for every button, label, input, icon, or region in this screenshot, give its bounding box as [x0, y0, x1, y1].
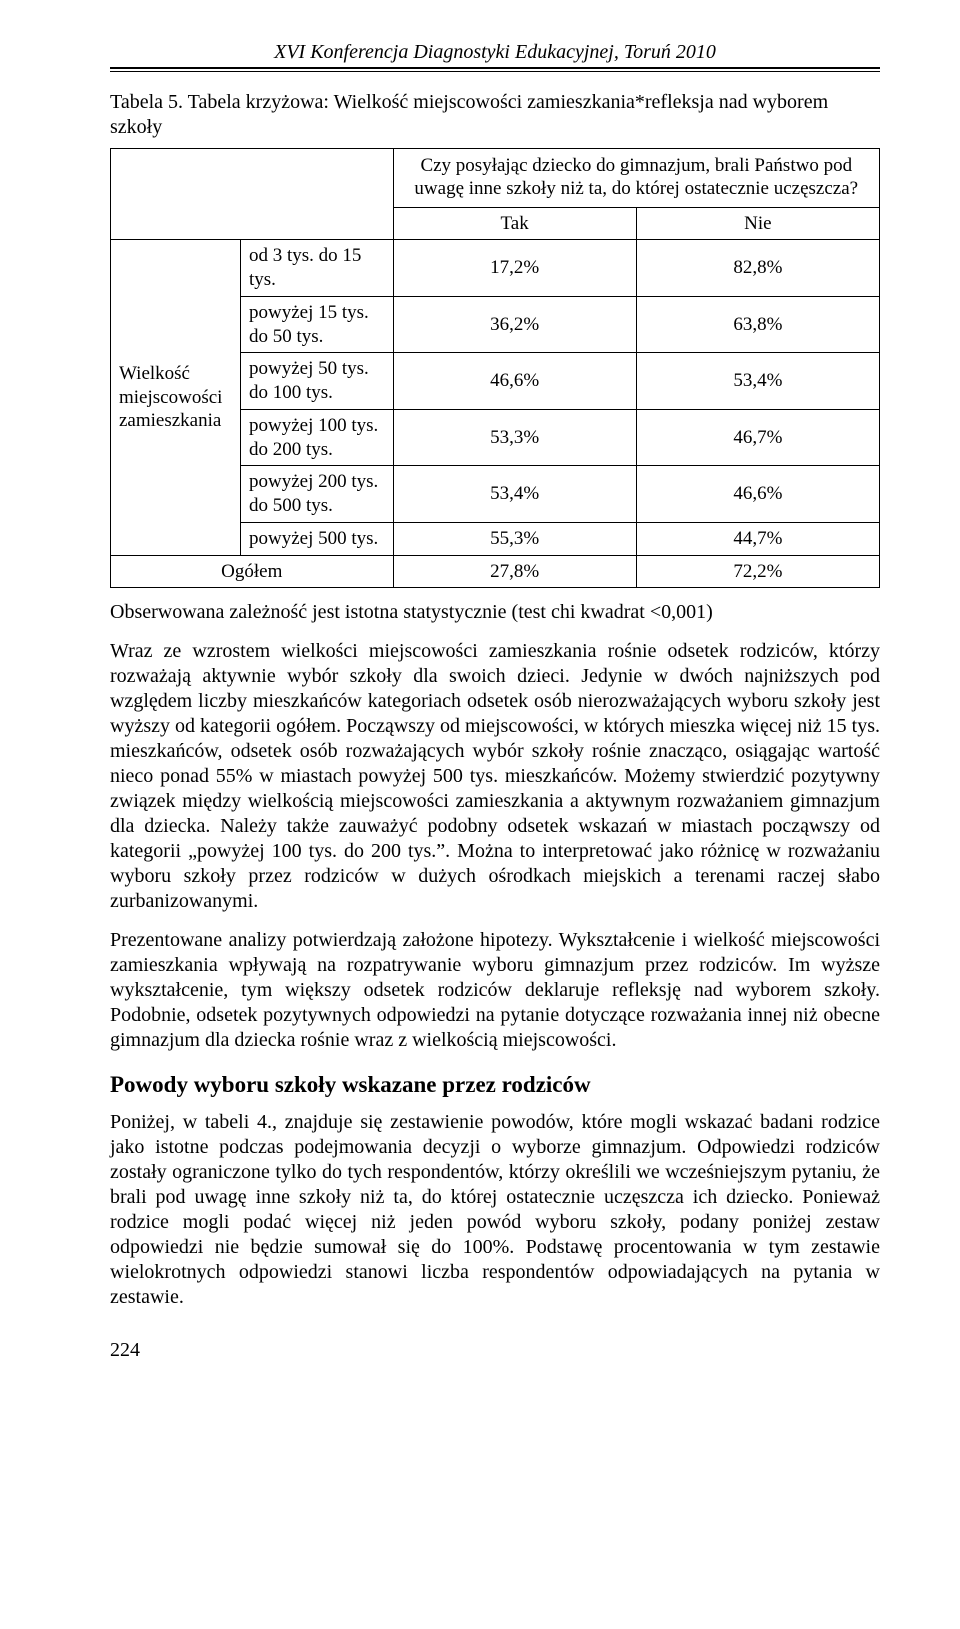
body-paragraph: Wraz ze wzrostem wielkości miejscowości …	[110, 639, 880, 914]
rowgroup-label: Wielkość miejscowości zamieszkania	[111, 240, 241, 555]
cell-nie: 44,7%	[636, 522, 879, 555]
cell-nie: 63,8%	[636, 296, 879, 353]
body-paragraph: Prezentowane analizy potwierdzają założo…	[110, 928, 880, 1053]
section-heading: Powody wyboru szkoły wskazane przez rodz…	[110, 1071, 880, 1100]
row-label: powyżej 200 tys. do 500 tys.	[241, 466, 394, 523]
cell-tak: 53,4%	[393, 466, 636, 523]
cell-nie: 46,7%	[636, 409, 879, 466]
row-label: powyżej 500 tys.	[241, 522, 394, 555]
table-caption: Tabela 5. Tabela krzyżowa: Wielkość miej…	[110, 90, 880, 140]
cell-tak: 55,3%	[393, 522, 636, 555]
col-header-tak: Tak	[393, 207, 636, 240]
cell-tak: 46,6%	[393, 353, 636, 410]
table-row: Wielkość miejscowości zamieszkania od 3 …	[111, 240, 880, 297]
total-nie: 72,2%	[636, 555, 879, 588]
table-total-row: Ogółem 27,8% 72,2%	[111, 555, 880, 588]
cell-nie: 53,4%	[636, 353, 879, 410]
body-paragraph: Poniżej, w tabeli 4., znajduje się zesta…	[110, 1110, 880, 1310]
running-head: XVI Konferencja Diagnostyki Edukacyjnej,…	[110, 40, 880, 65]
col-header-nie: Nie	[636, 207, 879, 240]
header-rule-thick	[110, 67, 880, 69]
cell-tak: 53,3%	[393, 409, 636, 466]
row-label: powyżej 50 tys. do 100 tys.	[241, 353, 394, 410]
table-question: Czy posyłając dziecko do gimnazjum, bral…	[393, 149, 879, 208]
row-label: od 3 tys. do 15 tys.	[241, 240, 394, 297]
total-label: Ogółem	[111, 555, 394, 588]
header-rule-thin	[110, 71, 880, 72]
page-number: 224	[110, 1338, 880, 1363]
cell-tak: 17,2%	[393, 240, 636, 297]
row-label: powyżej 100 tys. do 200 tys.	[241, 409, 394, 466]
cell-nie: 46,6%	[636, 466, 879, 523]
data-table: Czy posyłając dziecko do gimnazjum, bral…	[110, 148, 880, 588]
row-label: powyżej 15 tys. do 50 tys.	[241, 296, 394, 353]
cell-nie: 82,8%	[636, 240, 879, 297]
cell-tak: 36,2%	[393, 296, 636, 353]
significance-note: Obserwowana zależność jest istotna staty…	[110, 600, 880, 625]
total-tak: 27,8%	[393, 555, 636, 588]
table-header-row: Tak Nie	[111, 207, 880, 240]
table-question-row: Czy posyłając dziecko do gimnazjum, bral…	[111, 149, 880, 208]
